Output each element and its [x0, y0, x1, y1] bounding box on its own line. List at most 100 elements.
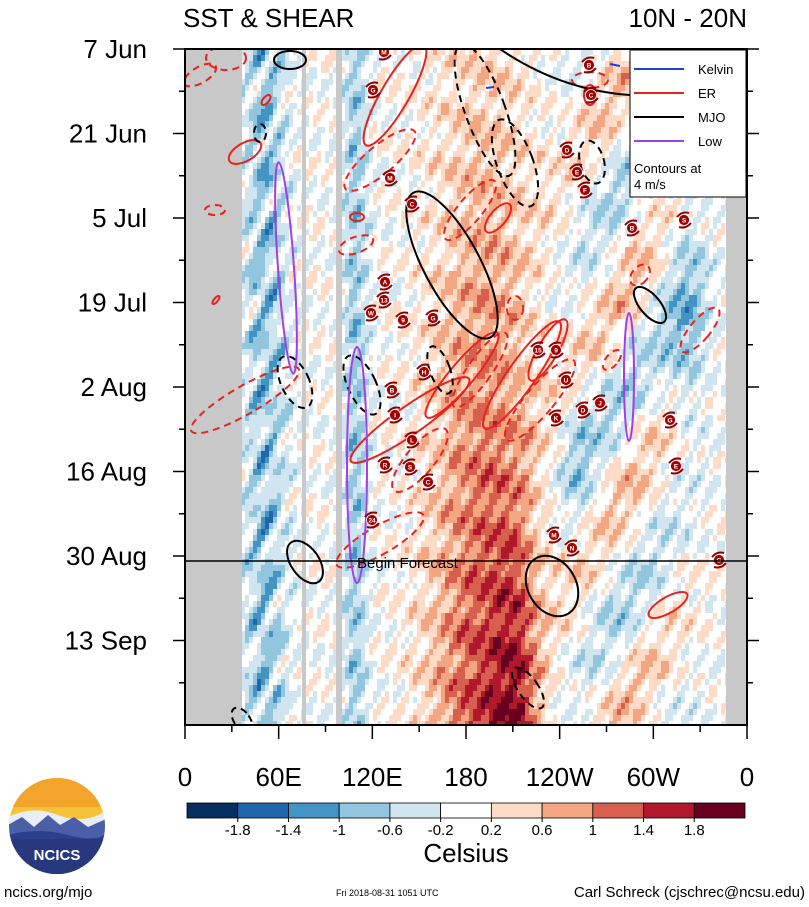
heatmap-cell — [609, 151, 613, 157]
heatmap-cell — [581, 199, 585, 205]
heatmap-cell — [253, 259, 257, 265]
heatmap-cell — [417, 61, 421, 67]
heatmap-cell — [321, 85, 325, 91]
heatmap-cell — [293, 55, 297, 61]
heatmap-cell — [333, 73, 337, 79]
heatmap-cell — [345, 187, 349, 193]
heatmap-cell — [621, 211, 625, 217]
heatmap-cell — [549, 91, 553, 97]
heatmap-cell — [473, 253, 477, 259]
heatmap-cell — [605, 85, 609, 91]
heatmap-cell — [569, 253, 573, 259]
heatmap-cell — [257, 91, 261, 97]
heatmap-cell — [621, 85, 625, 91]
heatmap-cell — [701, 199, 705, 205]
heatmap-cell — [397, 187, 401, 193]
heatmap-cell — [617, 193, 621, 199]
heatmap-cell — [437, 163, 441, 169]
heatmap-cell — [565, 127, 569, 133]
heatmap-cell — [429, 223, 433, 229]
heatmap-cell — [553, 205, 557, 211]
heatmap-cell — [661, 217, 665, 223]
heatmap-cell — [341, 121, 345, 127]
heatmap-cell — [425, 223, 429, 229]
heatmap-cell — [705, 217, 709, 223]
heatmap-cell — [489, 55, 493, 61]
heatmap-cell — [401, 109, 405, 115]
heatmap-cell — [577, 223, 581, 229]
heatmap-cell — [537, 169, 541, 175]
heatmap-cell — [313, 235, 317, 241]
heatmap-cell — [265, 205, 269, 211]
heatmap-cell — [497, 247, 501, 253]
heatmap-cell — [265, 217, 269, 223]
heatmap-cell — [365, 193, 369, 199]
heatmap-cell — [317, 169, 321, 175]
heatmap-cell — [313, 97, 317, 103]
heatmap-cell — [253, 55, 257, 61]
heatmap-cell — [509, 253, 513, 259]
heatmap-cell — [361, 67, 365, 73]
heatmap-cell — [497, 133, 501, 139]
heatmap-cell — [309, 259, 313, 265]
heatmap-cell — [377, 169, 381, 175]
heatmap-cell — [569, 49, 573, 55]
heatmap-cell — [349, 103, 353, 109]
heatmap-cell — [265, 229, 269, 235]
heatmap-cell — [269, 91, 273, 97]
heatmap-cell — [261, 223, 265, 229]
heatmap-cell — [421, 199, 425, 205]
heatmap-cell — [481, 67, 485, 73]
heatmap-cell — [269, 61, 273, 67]
heatmap-cell — [293, 97, 297, 103]
heatmap-cell — [313, 229, 317, 235]
heatmap-cell — [429, 91, 433, 97]
heatmap-cell — [273, 97, 277, 103]
heatmap-cell — [353, 61, 357, 67]
heatmap-cell — [249, 229, 253, 235]
heatmap-cell — [305, 55, 309, 61]
heatmap-cell — [497, 91, 501, 97]
heatmap-cell — [393, 55, 397, 61]
heatmap-cell — [253, 79, 257, 85]
heatmap-cell — [345, 211, 349, 217]
heatmap-cell — [465, 109, 469, 115]
heatmap-cell — [545, 109, 549, 115]
heatmap-cell — [621, 247, 625, 253]
heatmap-cell — [505, 235, 509, 241]
heatmap-cell — [325, 211, 329, 217]
heatmap-cell — [353, 79, 357, 85]
heatmap-cell — [653, 223, 657, 229]
heatmap-cell — [553, 55, 557, 61]
heatmap-cell — [501, 79, 505, 85]
heatmap-cell — [473, 145, 477, 151]
heatmap-cell — [313, 139, 317, 145]
heatmap-cell — [413, 169, 417, 175]
heatmap-cell — [489, 73, 493, 79]
heatmap-cell — [365, 211, 369, 217]
heatmap-cell — [717, 199, 721, 205]
heatmap-cell — [365, 259, 369, 265]
heatmap-cell — [561, 235, 565, 241]
heatmap-cell — [521, 73, 525, 79]
heatmap-cell — [461, 151, 465, 157]
heatmap-cell — [361, 127, 365, 133]
heatmap-cell — [389, 181, 393, 187]
heatmap-cell — [601, 49, 605, 55]
heatmap-cell — [325, 253, 329, 259]
heatmap-cell — [441, 181, 445, 187]
heatmap-cell — [493, 199, 497, 205]
heatmap-cell — [469, 73, 473, 79]
heatmap-cell — [261, 157, 265, 163]
heatmap-cell — [433, 121, 437, 127]
heatmap-cell — [405, 91, 409, 97]
heatmap-cell — [533, 211, 537, 217]
heatmap-cell — [713, 241, 717, 247]
heatmap-cell — [397, 199, 401, 205]
heatmap-cell — [257, 85, 261, 91]
heatmap-cell — [281, 91, 285, 97]
heatmap-cell — [417, 175, 421, 181]
heatmap-cell — [621, 157, 625, 163]
heatmap-cell — [529, 127, 533, 133]
heatmap-cell — [533, 247, 537, 253]
